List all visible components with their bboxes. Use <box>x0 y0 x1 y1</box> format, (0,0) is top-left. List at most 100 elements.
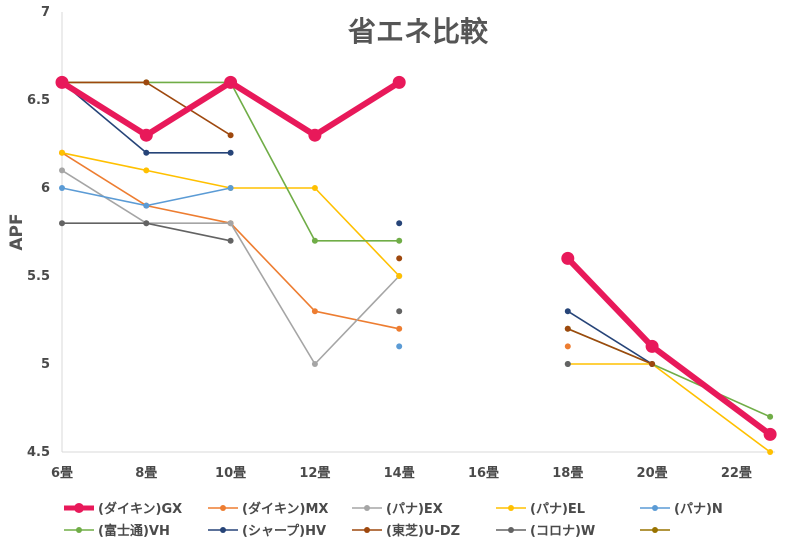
data-point <box>227 237 234 244</box>
data-point <box>227 132 234 139</box>
series-line <box>564 255 774 438</box>
series-line <box>566 363 771 453</box>
legend-item: (ダイキン)GX <box>64 501 182 517</box>
legend-swatch-marker <box>652 527 658 533</box>
data-point <box>645 339 659 353</box>
y-tick-label: 6.5 <box>27 93 50 108</box>
data-point <box>564 308 571 315</box>
data-point <box>59 167 65 174</box>
legend-item: (富士通)VH <box>64 523 170 539</box>
data-point <box>311 185 318 191</box>
series-line <box>61 152 401 277</box>
legend-label: (ダイキン)MX <box>242 501 328 517</box>
x-tick-label: 12畳 <box>299 466 330 481</box>
legend-swatch-marker <box>508 527 514 533</box>
x-tick-label: 10畳 <box>215 466 246 481</box>
data-point <box>561 251 575 265</box>
legend: (ダイキン)GX (ダイキン)MX (パナ)EX (パナ)EL (パナ)N (富士通)VH… <box>64 501 723 539</box>
legend-swatch-marker <box>508 505 514 511</box>
data-point <box>59 185 65 191</box>
data-point <box>59 220 65 227</box>
data-point <box>143 79 150 86</box>
y-tick-label: 5.5 <box>27 269 50 284</box>
legend-swatch-marker <box>364 527 370 533</box>
legend-label: (シャープ)HV <box>242 524 326 539</box>
data-point <box>143 149 150 156</box>
series-5 <box>59 79 774 420</box>
data-point <box>396 273 403 279</box>
series-line <box>566 327 653 365</box>
x-tick-label: 20畳 <box>637 466 668 481</box>
series-line <box>61 81 232 154</box>
y-tick-label: 4.5 <box>27 445 50 460</box>
data-point <box>59 149 65 156</box>
legend-swatch-marker <box>652 505 658 511</box>
data-point <box>392 75 406 89</box>
legend-label: (コロナ)W <box>530 524 595 539</box>
y-tick-label: 7 <box>41 5 50 20</box>
x-tick-label: 8畳 <box>135 466 157 481</box>
legend-swatch-marker <box>220 505 226 511</box>
legend-label: (パナ)N <box>674 502 723 517</box>
data-point <box>396 325 403 332</box>
data-point <box>396 343 403 350</box>
legend-item <box>640 527 670 533</box>
legend-label: (東芝)U-DZ <box>386 523 460 539</box>
legend-item: (東芝)U-DZ <box>352 523 460 539</box>
x-tick-label: 6畳 <box>51 466 73 481</box>
legend-item: (ダイキン)MX <box>208 501 328 517</box>
y-tick-labels: 4.5 5 5.5 6 6.5 7 <box>27 5 50 460</box>
legend-swatch-marker <box>76 527 82 533</box>
legend-item: (シャープ)HV <box>208 524 326 539</box>
data-point <box>311 308 318 315</box>
data-point <box>767 449 774 455</box>
data-point <box>308 128 322 142</box>
legend-swatch-marker <box>74 503 84 513</box>
x-tick-labels: 6畳 8畳 10畳 12畳 14畳 16畳 18畳 20畳 22畳 <box>51 466 752 481</box>
data-point <box>767 413 774 420</box>
series-line <box>61 81 401 242</box>
series-layer <box>55 75 777 455</box>
data-point <box>143 202 150 209</box>
series-line <box>566 310 653 365</box>
data-point <box>564 361 571 367</box>
data-point <box>143 167 150 174</box>
legend-item: (パナ)EL <box>496 502 585 517</box>
chart-title: 省エネ比較 <box>348 15 489 48</box>
series-3 <box>59 149 774 455</box>
y-tick-label: 6 <box>41 181 50 196</box>
data-point <box>396 237 403 244</box>
data-point <box>763 427 777 441</box>
series-line <box>61 169 401 365</box>
series-line <box>61 81 232 136</box>
data-point <box>139 128 153 142</box>
legend-item: (パナ)N <box>640 502 723 517</box>
data-point <box>564 343 571 350</box>
legend-label: (ダイキン)GX <box>98 501 182 517</box>
series-line <box>59 79 403 139</box>
x-tick-label: 14畳 <box>384 466 415 481</box>
legend-swatch-marker <box>220 527 226 533</box>
data-point <box>143 220 150 227</box>
data-point <box>396 220 403 227</box>
data-point <box>564 325 571 332</box>
data-point <box>311 361 318 367</box>
series-8 <box>59 220 571 367</box>
legend-item: (コロナ)W <box>496 524 595 539</box>
y-axis-label: APF <box>7 213 27 250</box>
legend-label: (富士通)VH <box>98 523 170 539</box>
x-tick-label: 18畳 <box>552 466 583 481</box>
data-point <box>224 75 238 89</box>
x-tick-label: 22畳 <box>721 466 752 481</box>
legend-swatch-marker <box>364 505 370 511</box>
x-tick-label: 16畳 <box>468 466 499 481</box>
data-point <box>227 149 234 156</box>
data-point <box>227 220 234 227</box>
data-point <box>649 361 656 367</box>
data-point <box>396 255 403 262</box>
data-point <box>227 185 234 191</box>
legend-label: (パナ)EX <box>386 502 443 517</box>
data-point <box>311 237 318 244</box>
data-point <box>396 308 403 315</box>
